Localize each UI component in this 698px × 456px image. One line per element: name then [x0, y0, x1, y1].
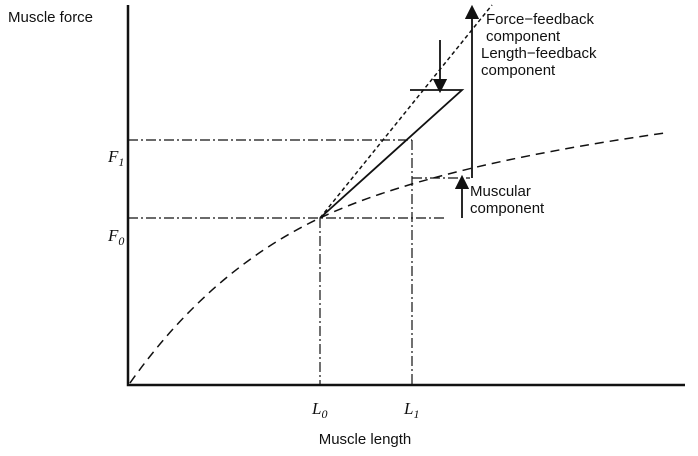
x-axis-label: Muscle length: [319, 431, 412, 448]
muscular-curve: [129, 132, 666, 384]
axes: [126, 5, 685, 387]
annotation: Force−feedback component: [486, 11, 594, 45]
guide-lines: [128, 139, 470, 385]
tick: L0: [311, 399, 327, 421]
annotation: Muscular component: [470, 183, 545, 217]
reflex-line: [319, 89, 465, 219]
force-feedback-line: [319, 4, 493, 219]
tick: F0: [107, 226, 124, 248]
y-axis-label: Muscle force: [8, 9, 93, 26]
tick: L1: [403, 399, 419, 421]
annotation: Length−feedback component: [481, 45, 597, 79]
tick: F1: [107, 147, 124, 169]
